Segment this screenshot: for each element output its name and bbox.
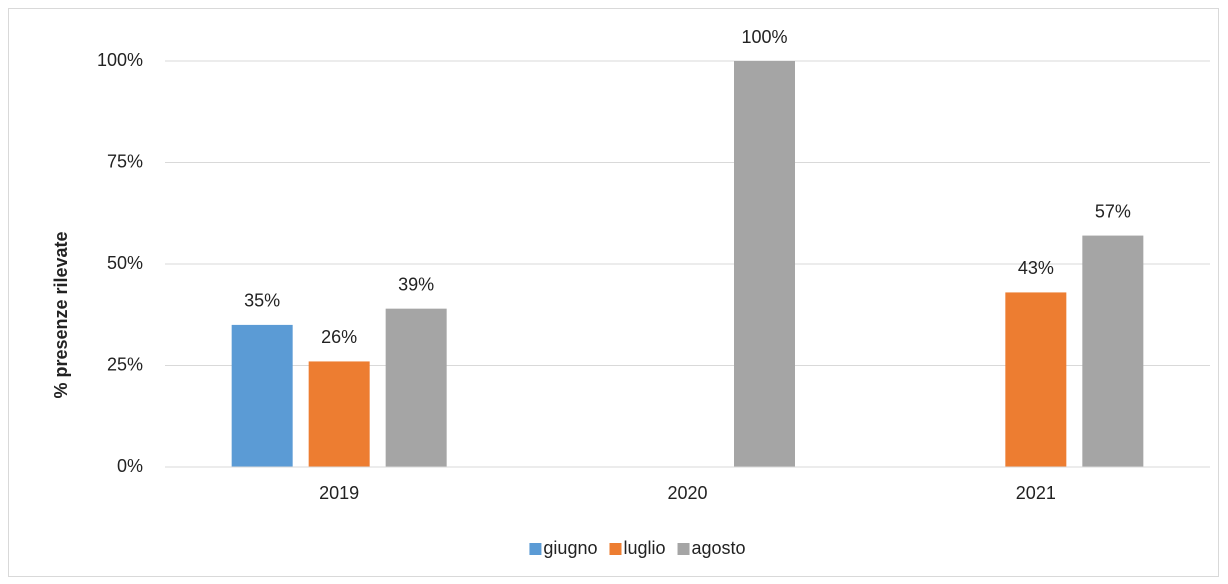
bar <box>308 361 370 467</box>
legend-swatch <box>609 543 622 555</box>
data-label: 39% <box>398 274 434 294</box>
legend-swatch <box>677 543 690 555</box>
bar <box>734 61 795 467</box>
y-tick-label: 100% <box>97 50 143 70</box>
legend-label: giugno <box>543 538 597 558</box>
legend-label: luglio <box>623 538 665 558</box>
y-tick-label: 0% <box>117 456 143 476</box>
legend-label: agosto <box>692 538 746 558</box>
legend-swatch <box>529 543 542 555</box>
y-tick-label: 25% <box>107 354 143 374</box>
data-label: 100% <box>741 27 787 47</box>
data-label: 26% <box>321 327 357 347</box>
y-axis-title: % presenze rilevate <box>51 231 71 398</box>
data-label: 35% <box>244 291 280 311</box>
bar <box>1005 292 1067 467</box>
bar <box>231 324 293 467</box>
data-label: 43% <box>1018 258 1054 278</box>
data-label: 57% <box>1095 201 1131 221</box>
y-tick-label: 75% <box>107 151 143 171</box>
bar <box>385 308 447 467</box>
bar <box>1082 235 1144 467</box>
x-tick-label: 2021 <box>1016 483 1056 503</box>
x-tick-label: 2020 <box>667 483 707 503</box>
x-tick-label: 2019 <box>319 483 359 503</box>
y-tick-label: 50% <box>107 253 143 273</box>
